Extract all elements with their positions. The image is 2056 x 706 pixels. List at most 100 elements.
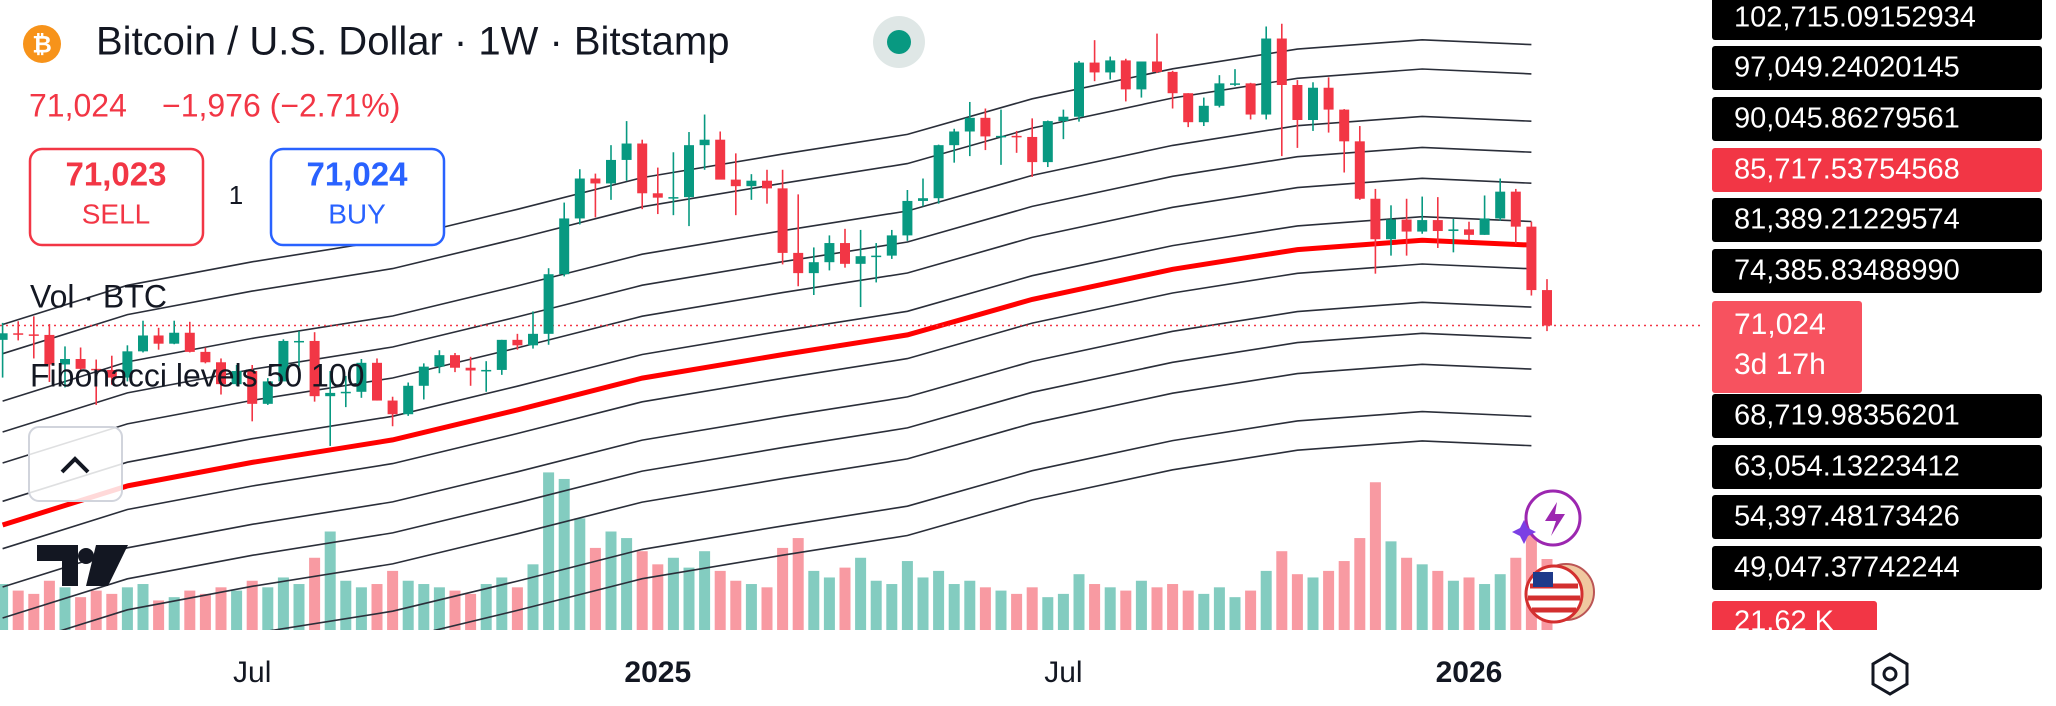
fib-band	[2, 215, 1532, 503]
candle-body	[980, 117, 991, 137]
candle-body	[574, 178, 585, 219]
volume-bar	[293, 584, 305, 630]
volume-bar	[59, 587, 71, 630]
candle-body	[606, 159, 616, 184]
buy-price: 71,024	[307, 156, 409, 193]
volume-bar	[1229, 597, 1241, 630]
volume-tag	[1712, 601, 1877, 630]
volume-bar	[558, 478, 570, 630]
sell-button[interactable]	[28, 147, 205, 247]
candle-body	[871, 255, 882, 258]
x-tick-label: 2026	[1436, 656, 1503, 689]
volume-bar	[480, 584, 492, 630]
fib-band	[2, 263, 1532, 550]
x-tick-label: Jul	[1044, 656, 1082, 689]
fib-price-label: 97,049.24020145	[1734, 52, 1960, 84]
candle-body	[1027, 136, 1038, 163]
candle-body	[450, 355, 460, 368]
candle-body	[418, 366, 429, 386]
candle-body	[1074, 62, 1084, 117]
fib-price-label: 74,385.83488990	[1734, 255, 1960, 287]
candle-body	[1354, 141, 1365, 199]
candle-body	[559, 218, 570, 275]
flag-canton	[1533, 572, 1553, 587]
fib-price-label: 49,047.37742244	[1734, 552, 1960, 584]
volume-bar	[917, 577, 929, 630]
volume-bar	[324, 531, 336, 630]
coin-icon	[23, 25, 61, 63]
volume-bar	[1291, 574, 1303, 630]
fib-price-tag	[1712, 445, 2042, 489]
candle-body	[1542, 290, 1552, 326]
candle-body	[1401, 219, 1412, 232]
collapse-button[interactable]	[28, 426, 123, 502]
fib-price-label: 102,715.09152934	[1734, 2, 1976, 34]
candle-body	[372, 362, 382, 401]
title: Bitcoin / U.S. Dollar · 1W · Bitstamp	[96, 20, 729, 64]
buy-label: BUY	[328, 198, 386, 229]
volume-bar	[1198, 593, 1210, 630]
sell-label: SELL	[82, 198, 151, 229]
volume-bar	[699, 551, 711, 630]
volume-bar	[823, 577, 835, 630]
candle-body	[403, 385, 414, 415]
candle-body	[1526, 226, 1537, 291]
volume-bar	[387, 570, 399, 630]
volume-bar	[886, 584, 898, 630]
candle-body	[1323, 87, 1334, 110]
candle-body	[184, 332, 195, 352]
volume-bar	[1120, 590, 1132, 630]
volume-bar	[1307, 577, 1319, 630]
buy-button[interactable]	[269, 147, 446, 247]
volume-bar	[1369, 482, 1381, 630]
volume-bar	[1385, 541, 1397, 630]
volume-bar	[1323, 570, 1335, 630]
candle-body	[434, 355, 445, 367]
plot-area	[0, 23, 1700, 630]
candle-body	[918, 198, 928, 201]
settings-icon[interactable]	[1871, 652, 1909, 696]
volume-bar	[948, 584, 960, 630]
volume-bar	[1276, 551, 1288, 630]
volume-bar	[12, 590, 24, 630]
candle-body	[356, 362, 367, 392]
fib-band	[2, 301, 1532, 588]
volume-bar	[215, 587, 227, 630]
candle-body	[652, 193, 663, 198]
indicator-legend: Fibonacci levels 50 100	[30, 357, 364, 393]
fib-price-label: 54,397.48173426	[1734, 501, 1960, 533]
volume-bar	[777, 547, 789, 630]
candle-body	[1183, 93, 1194, 123]
volume-bar	[355, 587, 367, 630]
volume-bar	[1416, 564, 1428, 630]
volume-bar	[527, 564, 539, 630]
candle-body	[730, 179, 741, 187]
volume-label: 21.62 K	[1734, 606, 1835, 638]
candle-body	[1105, 60, 1116, 73]
volume-bar	[964, 580, 976, 630]
candle-body	[231, 371, 242, 385]
candle-body	[325, 392, 336, 397]
volume-bar	[730, 580, 742, 630]
candle-body	[106, 369, 117, 378]
ma-price-tag	[1712, 148, 2042, 192]
volume-bar	[246, 580, 258, 630]
candle-body	[902, 200, 913, 236]
volume-bar	[121, 587, 133, 630]
x-tick-label: Jul	[233, 656, 271, 689]
candle-body	[637, 143, 648, 194]
fib-price-label: 63,054.13223412	[1734, 451, 1960, 483]
volume-legend: Vol · BTC	[30, 278, 167, 314]
volume-bar	[1479, 584, 1491, 630]
countdown-label: 3d 17h	[1734, 348, 1826, 381]
volume-bar	[262, 587, 274, 630]
candle-body	[1230, 83, 1240, 85]
volume-bar	[1245, 590, 1257, 630]
fib-band	[2, 38, 1532, 326]
fib-price-tag	[1712, 249, 2042, 293]
last-price-label: 71,024	[1734, 308, 1826, 341]
volume-bar	[1073, 574, 1085, 630]
candle-body	[996, 135, 1006, 138]
volume-bar	[870, 580, 882, 630]
volume-bar	[43, 580, 55, 630]
